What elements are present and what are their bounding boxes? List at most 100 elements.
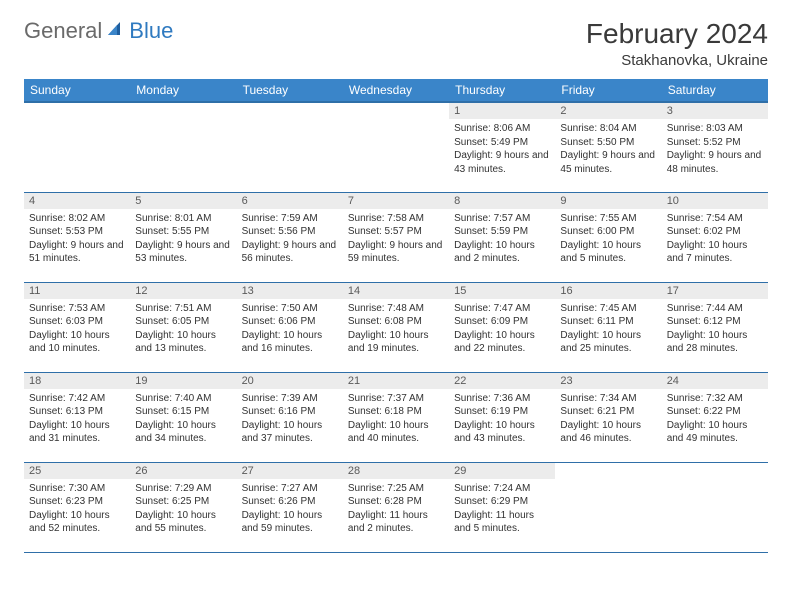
day-number: 17 <box>662 283 768 299</box>
sunset-text: Sunset: 6:11 PM <box>560 315 656 329</box>
calendar-cell: 23Sunrise: 7:34 AMSunset: 6:21 PMDayligh… <box>555 372 661 462</box>
day-details: Sunrise: 7:45 AMSunset: 6:11 PMDaylight:… <box>555 299 661 360</box>
day-number: 10 <box>662 193 768 209</box>
daylight-text: Daylight: 9 hours and 56 minutes. <box>242 239 338 266</box>
calendar-cell: 18Sunrise: 7:42 AMSunset: 6:13 PMDayligh… <box>24 372 130 462</box>
day-details: Sunrise: 7:30 AMSunset: 6:23 PMDaylight:… <box>24 479 130 540</box>
day-details: Sunrise: 7:58 AMSunset: 5:57 PMDaylight:… <box>343 209 449 270</box>
day-details: Sunrise: 7:59 AMSunset: 5:56 PMDaylight:… <box>237 209 343 270</box>
sunset-text: Sunset: 6:19 PM <box>454 405 550 419</box>
daylight-text: Daylight: 10 hours and 25 minutes. <box>560 329 656 356</box>
sunset-text: Sunset: 6:12 PM <box>667 315 763 329</box>
sunrise-text: Sunrise: 7:47 AM <box>454 302 550 316</box>
daylight-text: Daylight: 10 hours and 40 minutes. <box>348 419 444 446</box>
weekday-header: Wednesday <box>343 79 449 102</box>
calendar-cell: 6Sunrise: 7:59 AMSunset: 5:56 PMDaylight… <box>237 192 343 282</box>
day-details: Sunrise: 7:32 AMSunset: 6:22 PMDaylight:… <box>662 389 768 450</box>
day-details: Sunrise: 7:54 AMSunset: 6:02 PMDaylight:… <box>662 209 768 270</box>
sunset-text: Sunset: 6:06 PM <box>242 315 338 329</box>
calendar-row: 1Sunrise: 8:06 AMSunset: 5:49 PMDaylight… <box>24 102 768 192</box>
day-number: 13 <box>237 283 343 299</box>
daylight-text: Daylight: 10 hours and 46 minutes. <box>560 419 656 446</box>
sunrise-text: Sunrise: 8:06 AM <box>454 122 550 136</box>
logo-text-general: General <box>24 18 102 44</box>
daylight-text: Daylight: 10 hours and 13 minutes. <box>135 329 231 356</box>
calendar-cell: 25Sunrise: 7:30 AMSunset: 6:23 PMDayligh… <box>24 462 130 552</box>
day-number: 19 <box>130 373 236 389</box>
day-details <box>555 467 661 527</box>
calendar-row: 18Sunrise: 7:42 AMSunset: 6:13 PMDayligh… <box>24 372 768 462</box>
daylight-text: Daylight: 10 hours and 10 minutes. <box>29 329 125 356</box>
sunrise-text: Sunrise: 7:48 AM <box>348 302 444 316</box>
sunrise-text: Sunrise: 7:53 AM <box>29 302 125 316</box>
day-number: 24 <box>662 373 768 389</box>
daylight-text: Daylight: 10 hours and 7 minutes. <box>667 239 763 266</box>
day-details <box>343 107 449 167</box>
calendar-row: 4Sunrise: 8:02 AMSunset: 5:53 PMDaylight… <box>24 192 768 282</box>
sunset-text: Sunset: 6:16 PM <box>242 405 338 419</box>
day-details: Sunrise: 7:44 AMSunset: 6:12 PMDaylight:… <box>662 299 768 360</box>
daylight-text: Daylight: 9 hours and 43 minutes. <box>454 149 550 176</box>
day-details: Sunrise: 7:40 AMSunset: 6:15 PMDaylight:… <box>130 389 236 450</box>
calendar-cell <box>555 462 661 552</box>
sunrise-text: Sunrise: 7:50 AM <box>242 302 338 316</box>
daylight-text: Daylight: 10 hours and 34 minutes. <box>135 419 231 446</box>
calendar-cell: 4Sunrise: 8:02 AMSunset: 5:53 PMDaylight… <box>24 192 130 282</box>
sunrise-text: Sunrise: 7:25 AM <box>348 482 444 496</box>
day-number: 14 <box>343 283 449 299</box>
sunrise-text: Sunrise: 7:30 AM <box>29 482 125 496</box>
sunrise-text: Sunrise: 7:59 AM <box>242 212 338 226</box>
sunset-text: Sunset: 5:57 PM <box>348 225 444 239</box>
calendar-cell: 2Sunrise: 8:04 AMSunset: 5:50 PMDaylight… <box>555 102 661 192</box>
daylight-text: Daylight: 10 hours and 55 minutes. <box>135 509 231 536</box>
sunset-text: Sunset: 6:22 PM <box>667 405 763 419</box>
day-number: 5 <box>130 193 236 209</box>
sunset-text: Sunset: 5:52 PM <box>667 136 763 150</box>
daylight-text: Daylight: 11 hours and 5 minutes. <box>454 509 550 536</box>
day-details: Sunrise: 7:53 AMSunset: 6:03 PMDaylight:… <box>24 299 130 360</box>
calendar-cell <box>24 102 130 192</box>
sunset-text: Sunset: 6:02 PM <box>667 225 763 239</box>
day-details: Sunrise: 7:36 AMSunset: 6:19 PMDaylight:… <box>449 389 555 450</box>
sunrise-text: Sunrise: 7:55 AM <box>560 212 656 226</box>
day-number: 1 <box>449 103 555 119</box>
day-number: 29 <box>449 463 555 479</box>
day-details <box>237 107 343 167</box>
calendar: SundayMondayTuesdayWednesdayThursdayFrid… <box>24 79 768 553</box>
sunset-text: Sunset: 5:50 PM <box>560 136 656 150</box>
day-details: Sunrise: 7:37 AMSunset: 6:18 PMDaylight:… <box>343 389 449 450</box>
title-block: February 2024 Stakhanovka, Ukraine <box>586 18 768 69</box>
day-details <box>130 107 236 167</box>
day-details: Sunrise: 8:03 AMSunset: 5:52 PMDaylight:… <box>662 119 768 180</box>
sunset-text: Sunset: 6:29 PM <box>454 495 550 509</box>
daylight-text: Daylight: 10 hours and 16 minutes. <box>242 329 338 356</box>
daylight-text: Daylight: 10 hours and 5 minutes. <box>560 239 656 266</box>
daylight-text: Daylight: 9 hours and 51 minutes. <box>29 239 125 266</box>
sunset-text: Sunset: 6:21 PM <box>560 405 656 419</box>
weekday-header: Tuesday <box>237 79 343 102</box>
day-number: 20 <box>237 373 343 389</box>
day-details: Sunrise: 7:47 AMSunset: 6:09 PMDaylight:… <box>449 299 555 360</box>
sunrise-text: Sunrise: 7:40 AM <box>135 392 231 406</box>
day-details: Sunrise: 8:01 AMSunset: 5:55 PMDaylight:… <box>130 209 236 270</box>
sunset-text: Sunset: 6:09 PM <box>454 315 550 329</box>
sunset-text: Sunset: 6:23 PM <box>29 495 125 509</box>
header: General Blue February 2024 Stakhanovka, … <box>24 18 768 69</box>
calendar-cell: 15Sunrise: 7:47 AMSunset: 6:09 PMDayligh… <box>449 282 555 372</box>
sunrise-text: Sunrise: 8:03 AM <box>667 122 763 136</box>
daylight-text: Daylight: 10 hours and 22 minutes. <box>454 329 550 356</box>
calendar-cell: 5Sunrise: 8:01 AMSunset: 5:55 PMDaylight… <box>130 192 236 282</box>
calendar-cell: 16Sunrise: 7:45 AMSunset: 6:11 PMDayligh… <box>555 282 661 372</box>
sunrise-text: Sunrise: 7:57 AM <box>454 212 550 226</box>
day-details: Sunrise: 7:29 AMSunset: 6:25 PMDaylight:… <box>130 479 236 540</box>
day-number: 9 <box>555 193 661 209</box>
logo-text-blue: Blue <box>129 18 173 44</box>
sunrise-text: Sunrise: 7:24 AM <box>454 482 550 496</box>
day-details: Sunrise: 7:51 AMSunset: 6:05 PMDaylight:… <box>130 299 236 360</box>
calendar-cell: 24Sunrise: 7:32 AMSunset: 6:22 PMDayligh… <box>662 372 768 462</box>
calendar-body: 1Sunrise: 8:06 AMSunset: 5:49 PMDaylight… <box>24 102 768 552</box>
calendar-cell <box>130 102 236 192</box>
day-details: Sunrise: 8:04 AMSunset: 5:50 PMDaylight:… <box>555 119 661 180</box>
sunset-text: Sunset: 6:08 PM <box>348 315 444 329</box>
day-details: Sunrise: 7:57 AMSunset: 5:59 PMDaylight:… <box>449 209 555 270</box>
